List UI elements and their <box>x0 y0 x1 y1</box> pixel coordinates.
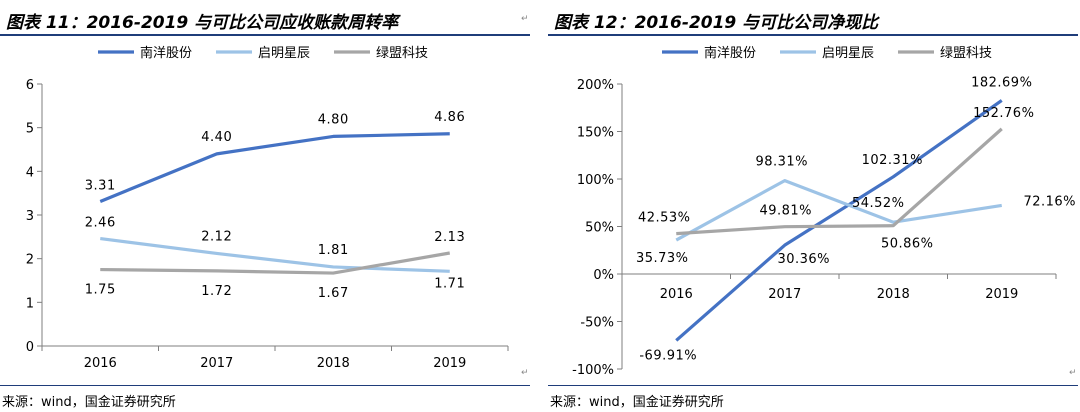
right-data-label-1-3: 72.16% <box>1023 194 1076 209</box>
left-series-line-2 <box>100 251 451 275</box>
right-x-tick-label-0: 2016 <box>660 287 693 302</box>
left-data-label-0-3: 4.86 <box>434 110 465 125</box>
right-source-note: 来源：wind，国金证券研究所 <box>550 395 724 410</box>
right-line-chart: 南洋股份 启明星辰 绿盟科技 -100% -50% 0% 50% 100% 150% 200% 20… <box>572 45 1076 378</box>
right-chart-para-mark: ↵ <box>1069 368 1077 378</box>
right-data-label-0-0: -69.91% <box>639 348 697 363</box>
left-x-tick-label-1: 2017 <box>200 356 233 371</box>
right-series-line-2 <box>676 127 1003 236</box>
right-data-label-2-2: 50.86% <box>881 237 934 252</box>
left-data-label-1-3: 1.71 <box>434 276 465 291</box>
right-chart-panel: 图表 12：2016-2019 与可比公司净现比 南洋股份 启明星辰 绿盟科技 -10… <box>548 0 1080 412</box>
left-legend-label-1: 启明星辰 <box>258 46 310 61</box>
right-y-tick-label-0: -100% <box>572 363 614 378</box>
left-line-chart: 南洋股份 启明星辰 绿盟科技 0 1 2 3 4 5 6 2016 2017 2018 2019 3.31 4… <box>26 45 509 371</box>
right-series-line-1 <box>675 179 1002 242</box>
left-x-tick-label-0: 2016 <box>84 356 117 371</box>
right-series-line-0 <box>675 99 1003 342</box>
right-y-tick-label-4: 100% <box>577 173 614 188</box>
right-data-label-0-3: 182.69% <box>971 75 1032 90</box>
left-data-label-2-2: 1.67 <box>318 286 349 301</box>
left-chart-panel: 图表 11：2016-2019 与可比公司应收账款周转率 ↵ 南洋股份 启明星辰 绿… <box>0 13 530 410</box>
left-series-line-1 <box>100 236 450 273</box>
left-y-tick-label-1: 1 <box>26 296 34 311</box>
right-data-label-1-1: 98.31% <box>755 155 808 170</box>
right-data-label-0-2: 102.31% <box>862 153 923 168</box>
left-chart-para-mark: ↵ <box>521 368 529 378</box>
left-chart-title: 图表 11：2016-2019 与可比公司应收账款周转率 <box>6 13 399 33</box>
left-legend-label-0: 南洋股份 <box>140 45 192 61</box>
left-data-label-0-1: 4.40 <box>201 130 232 145</box>
right-source-rule <box>548 385 1078 386</box>
left-title-para-mark: ↵ <box>521 14 529 24</box>
left-data-label-1-0: 2.46 <box>85 216 116 231</box>
left-y-tick-label-4: 4 <box>26 165 34 180</box>
right-y-tick-label-6: 200% <box>577 78 614 93</box>
right-data-label-2-3: 152.76% <box>973 106 1034 121</box>
left-title-rule <box>0 34 530 36</box>
left-x-tick-label-3: 2019 <box>433 356 466 371</box>
right-data-label-2-1: 49.81% <box>759 204 812 219</box>
right-data-label-1-0: 35.73% <box>636 251 689 266</box>
right-chart-title: 图表 12：2016-2019 与可比公司净现比 <box>554 13 879 33</box>
left-legend-label-2: 绿盟科技 <box>376 46 428 61</box>
left-y-tick-label-5: 5 <box>26 122 34 137</box>
right-y-tick-label-3: 50% <box>585 221 614 236</box>
left-source-note: 来源：wind，国金证券研究所 <box>2 395 176 410</box>
right-title-rule <box>548 34 1078 36</box>
right-legend-label-0: 南洋股份 <box>704 45 756 61</box>
right-legend-label-2: 绿盟科技 <box>940 46 992 61</box>
left-data-label-1-1: 2.12 <box>201 229 232 244</box>
left-y-tick-label-6: 6 <box>26 78 34 93</box>
right-legend-label-1: 启明星辰 <box>822 46 874 61</box>
right-y-tick-label-5: 150% <box>577 126 614 141</box>
right-x-tick-label-3: 2019 <box>985 287 1018 302</box>
left-y-tick-label-0: 0 <box>26 340 34 355</box>
left-data-label-0-2: 4.80 <box>318 112 349 127</box>
right-data-label-0-1: 30.36% <box>777 252 830 267</box>
right-x-tick-label-1: 2017 <box>768 287 801 302</box>
left-data-label-1-2: 1.81 <box>318 243 349 258</box>
left-data-label-0-0: 3.31 <box>85 178 116 193</box>
left-x-tick-label-2: 2018 <box>317 356 350 371</box>
left-source-rule <box>0 385 530 386</box>
right-y-tick-label-1: -50% <box>580 316 614 331</box>
left-series-line-0 <box>99 132 450 203</box>
left-data-label-2-0: 1.75 <box>85 283 116 298</box>
left-data-label-2-3: 2.13 <box>434 230 465 245</box>
right-y-tick-label-2: 0% <box>593 268 614 283</box>
right-data-label-2-0: 42.53% <box>638 211 691 226</box>
left-data-label-2-1: 1.72 <box>201 284 232 299</box>
left-y-tick-label-2: 2 <box>26 253 34 268</box>
right-data-label-1-2: 54.52% <box>852 196 905 211</box>
right-x-tick-label-2: 2018 <box>877 287 910 302</box>
left-y-tick-label-3: 3 <box>26 209 34 224</box>
